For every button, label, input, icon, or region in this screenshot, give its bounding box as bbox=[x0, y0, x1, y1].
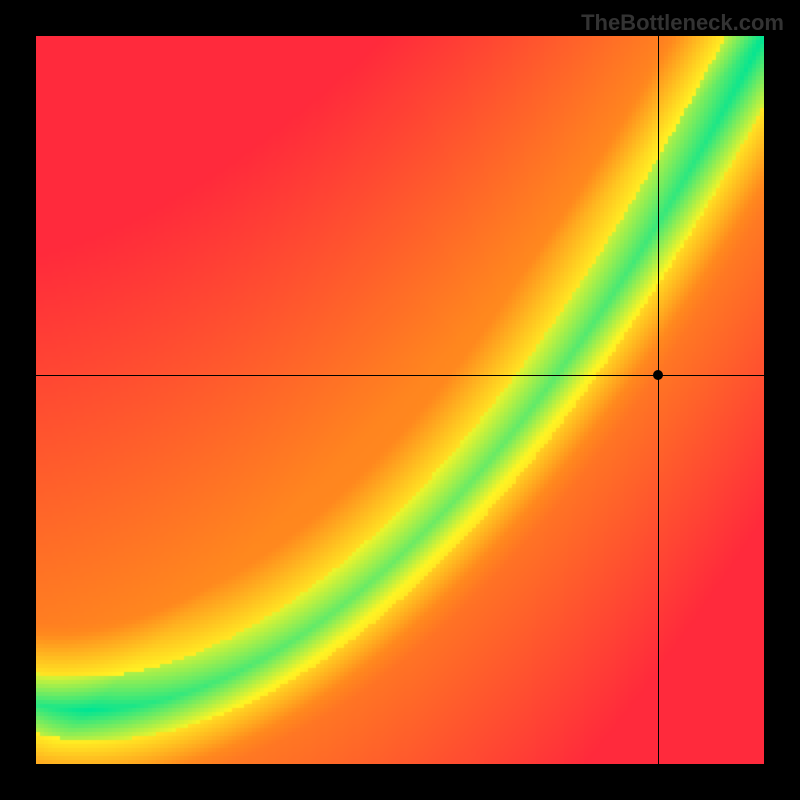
heatmap-canvas bbox=[36, 36, 764, 764]
watermark-text: TheBottleneck.com bbox=[581, 10, 784, 36]
heatmap-plot-area bbox=[36, 36, 764, 764]
crosshair-marker-dot bbox=[653, 370, 663, 380]
crosshair-vertical bbox=[658, 36, 659, 764]
